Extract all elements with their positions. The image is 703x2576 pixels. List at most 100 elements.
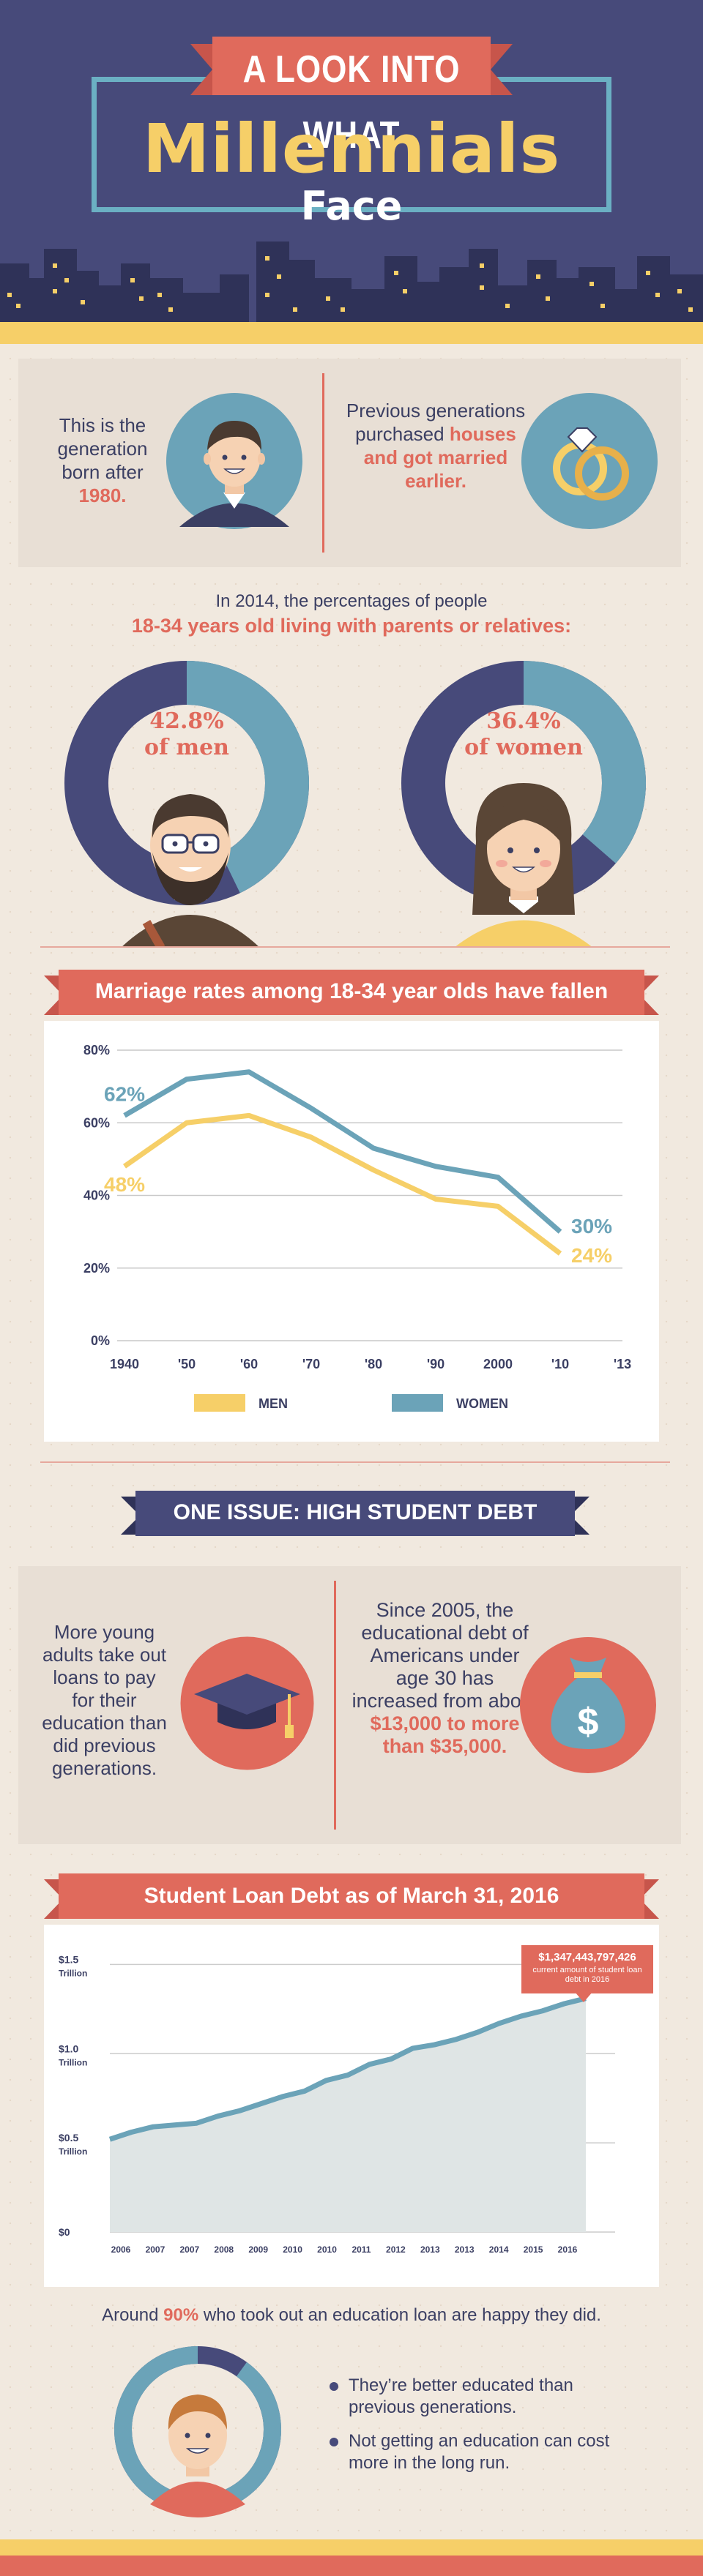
loan-x-tick: 2011 [352, 2244, 371, 2255]
intro-left-body: This is the generation born after [57, 414, 148, 483]
men-label: of men [144, 735, 229, 760]
loan-callout-value: $1,347,443,797,426 [538, 1951, 636, 1963]
happy-line: Around 90% who took out an education loa… [0, 2305, 703, 2326]
loan-y-tick: $1.0 [59, 2043, 78, 2054]
marriage-y-tick: 60% [83, 1115, 110, 1130]
debt-left-text: More young adults take out loans to pay … [42, 1621, 167, 1779]
footer-strip-red [0, 2556, 703, 2576]
loan-y-tick: $1.5 [59, 1953, 78, 1965]
marriage-start-label: 62% [104, 1082, 145, 1105]
title-ribbon [190, 37, 513, 95]
loan-series-line [108, 1996, 587, 2142]
woman-avatar [454, 783, 593, 948]
loan-x-tick: 2009 [248, 2244, 268, 2255]
marriage-end-label: 24% [571, 1244, 612, 1267]
debt-issue-title: ONE ISSUE: HIGH STUDENT DEBT [173, 1500, 538, 1524]
marriage-x-tick: '13 [614, 1357, 631, 1371]
money-bag-icon: $ [520, 1637, 656, 1773]
loan-x-tick: 2015 [524, 2244, 543, 2255]
loan-x-tick: 2008 [214, 2244, 234, 2255]
debt-right-text: Since 2005, the educational debt of Amer… [352, 1599, 538, 1758]
marriage-y-tick: 0% [91, 1333, 110, 1348]
legend-swatch-women [392, 1394, 443, 1412]
happy-bullet-1: They’re better educated than previous ge… [330, 2375, 637, 2419]
loan-x-tick: 2010 [317, 2244, 337, 2255]
loan-callout: $1,347,443,797,426 current amount of stu… [521, 1945, 653, 1993]
intro-divider [322, 373, 324, 553]
loan-ribbon [44, 1873, 659, 1919]
marriage-x-tick: 1940 [110, 1357, 139, 1371]
marriage-title: Marriage rates among 18-34 year olds hav… [94, 979, 609, 1003]
debt-divider [334, 1581, 336, 1830]
wedding-rings-icon [521, 393, 658, 529]
loan-x-tick: 2013 [455, 2244, 475, 2255]
debt-issue-ribbon [121, 1491, 589, 1536]
loan-x-tick: 2014 [489, 2244, 509, 2255]
loan-y-tick-unit: Trillion [59, 2057, 87, 2067]
living-line1: In 2014, the percentages of people [215, 591, 488, 611]
legend-label-women: WOMEN [456, 1396, 508, 1411]
loan-chart: $0 $0.5 Trillion $1.0 Trillion $1.5 Trillion 20… [59, 1953, 615, 2255]
header-strip [0, 322, 703, 344]
loan-y-tick-unit: Trillion [59, 1968, 87, 1978]
intro-right-body: Previous generations purchased [346, 400, 526, 445]
intro-left-highlight: 1980. [78, 484, 127, 506]
title-bottom: Face [300, 183, 403, 229]
marriage-x-tick: '70 [302, 1357, 320, 1371]
marriage-ribbon [44, 970, 659, 1015]
loan-x-tick: 2007 [146, 2244, 165, 2255]
marriage-x-tick: '80 [365, 1357, 382, 1371]
happy-before: Around [102, 2305, 159, 2325]
loan-x-tick: 2007 [179, 2244, 199, 2255]
debt-right-body: Since 2005, the educational debt of Amer… [352, 1599, 538, 1712]
marriage-series-line-men [122, 1112, 562, 1256]
loan-callout-pointer [575, 1992, 592, 2002]
marriage-x-tick: '60 [240, 1357, 258, 1371]
loan-area-fill [110, 1998, 586, 2232]
women-ring-label: 36.4% of women [454, 708, 593, 761]
marriage-divider [40, 1461, 670, 1463]
living-line2: 18-34 years old living with parents or r… [131, 615, 572, 637]
women-label: of women [464, 735, 583, 760]
marriage-y-tick: 40% [83, 1188, 110, 1203]
loan-x-tick: 2013 [420, 2244, 440, 2255]
young-man-avatar [166, 393, 302, 529]
loan-x-tick: 2010 [283, 2244, 302, 2255]
marriage-y-tick: 20% [83, 1261, 110, 1276]
footer-strip-yellow [0, 2539, 703, 2556]
women-value: 36.4% [486, 708, 561, 734]
legend-label-men: MEN [258, 1396, 288, 1411]
happy-after: who took out an education loan are happy… [203, 2305, 601, 2325]
men-value: 42.8% [149, 708, 224, 734]
happy-bullets: They’re better educated than previous ge… [330, 2375, 637, 2474]
loan-y-tick-unit: Trillion [59, 2146, 87, 2157]
loan-x-tick: 2006 [111, 2244, 131, 2255]
marriage-start-label: 48% [104, 1173, 145, 1196]
happy-percent: 90% [163, 2305, 199, 2325]
marriage-end-label: 30% [571, 1215, 612, 1238]
loan-callout-caption: current amount of student loan debt in 2… [532, 1966, 642, 1984]
women-ring-arc [401, 661, 646, 905]
marriage-y-tick: 80% [83, 1043, 110, 1057]
intro-right-highlight: houses and got married earlier. [363, 423, 516, 492]
men-ring-label: 42.8% of men [121, 708, 253, 761]
marriage-x-tick: 2000 [483, 1357, 513, 1371]
graduation-cap-icon [180, 1636, 314, 1770]
happy-ring-chart [114, 2346, 281, 2517]
marriage-x-tick: '90 [427, 1357, 445, 1371]
marriage-x-tick: '50 [178, 1357, 196, 1371]
svg-text:$: $ [578, 1701, 599, 1743]
men-ring-arc [64, 661, 309, 905]
city-skyline [0, 242, 703, 322]
loan-x-tick: 2016 [558, 2244, 578, 2255]
living-divider [40, 946, 670, 948]
intro-left-text: This is the generation born after 1980. [40, 413, 165, 507]
debt-right-highlight: $13,000 to more than $35,000. [370, 1712, 520, 1757]
legend-swatch-men [194, 1394, 245, 1412]
loan-title: Student Loan Debt as of March 31, 2016 [144, 1884, 559, 1908]
loan-y-tick: $0.5 [59, 2132, 78, 2143]
intro-right-text: Previous generations purchased houses an… [344, 399, 527, 493]
title-top: A LOOK INTO WHAT [242, 48, 461, 157]
marriage-chart: 0% 20% 40% 60% 80% 1940 '50 '60 '70 '80 '90 2000 '10… [83, 1043, 631, 1412]
